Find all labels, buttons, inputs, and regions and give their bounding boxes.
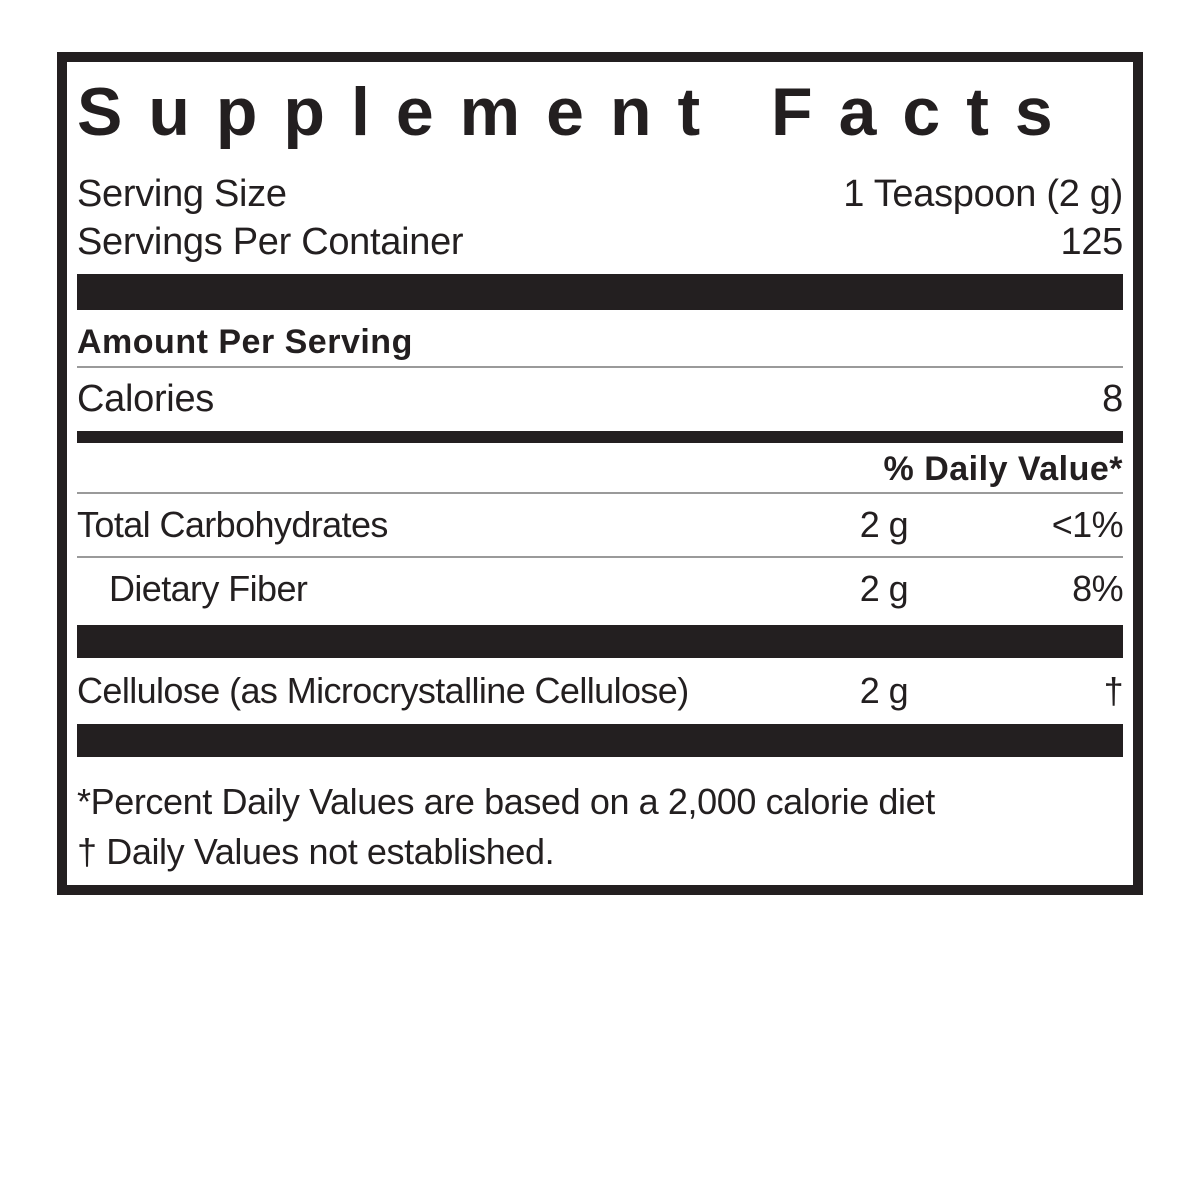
supplement-facts-panel: Supplement Facts Serving Size 1 Teaspoon…	[57, 52, 1143, 895]
divider-thin-2	[77, 492, 1123, 494]
serving-info-block: Serving Size 1 Teaspoon (2 g) Servings P…	[77, 170, 1123, 266]
footnote-daily-values-not-established: † Daily Values not established.	[77, 831, 555, 872]
nutrient-name: Cellulose (as Microcrystalline Cellulose…	[77, 670, 689, 711]
divider-thick-middle	[77, 625, 1123, 658]
servings-per-container-row: Servings Per Container 125	[77, 218, 1123, 266]
divider-thin-1	[77, 366, 1123, 368]
nutrient-amount: 2 g	[859, 504, 909, 545]
serving-size-label: Serving Size	[77, 173, 287, 215]
calories-label: Calories	[77, 378, 214, 420]
divider-thin-3	[77, 556, 1123, 558]
footnotes-block: *Percent Daily Values are based on a 2,0…	[77, 777, 1123, 877]
nutrient-daily-value: †	[1103, 670, 1124, 711]
nutrient-amount: 2 g	[859, 568, 909, 609]
divider-medium	[77, 431, 1123, 443]
servings-per-container-value: 125	[1060, 221, 1123, 263]
nutrient-name: Dietary Fiber	[109, 568, 308, 609]
nutrient-daily-value: <1%	[1051, 504, 1124, 545]
divider-thick-top	[77, 274, 1123, 310]
nutrient-amount: 2 g	[859, 670, 909, 711]
nutrient-row-dietary-fiber: Dietary Fiber 2 g 8%	[77, 558, 1124, 620]
calories-row: Calories 8	[77, 374, 1123, 424]
daily-value-heading: % Daily Value*	[883, 450, 1123, 488]
nutrient-row-cellulose: Cellulose (as Microcrystalline Cellulose…	[77, 658, 1124, 724]
calories-value: 8	[1102, 378, 1123, 420]
serving-size-row: Serving Size 1 Teaspoon (2 g)	[77, 170, 1123, 218]
nutrient-row-total-carbohydrates: Total Carbohydrates 2 g <1%	[77, 494, 1124, 556]
divider-thick-bottom	[77, 724, 1123, 757]
amount-per-serving-heading: Amount Per Serving	[77, 323, 413, 361]
serving-size-value: 1 Teaspoon (2 g)	[843, 173, 1123, 215]
servings-per-container-label: Servings Per Container	[77, 221, 464, 263]
nutrient-daily-value: 8%	[1072, 568, 1123, 609]
nutrient-name: Total Carbohydrates	[77, 504, 388, 545]
footnote-percent-daily-values: *Percent Daily Values are based on a 2,0…	[77, 781, 935, 822]
panel-title: Supplement Facts	[77, 74, 1079, 150]
